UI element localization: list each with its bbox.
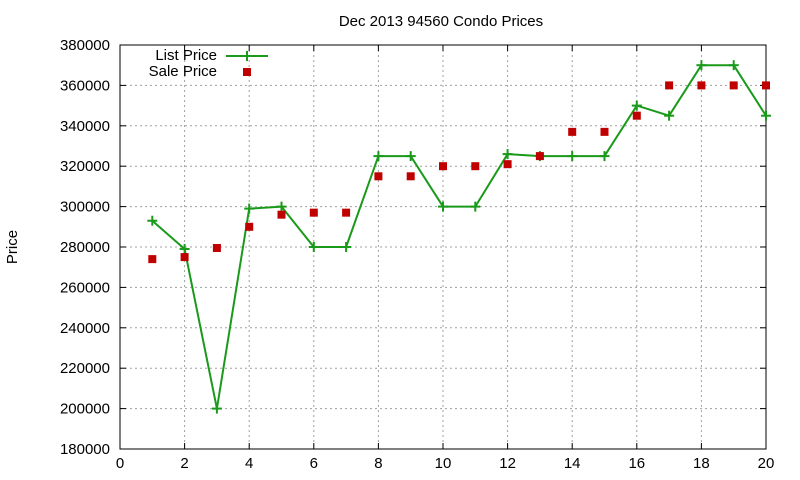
x-tick-label: 6 <box>310 455 318 472</box>
chart-title: Dec 2013 94560 Condo Prices <box>339 13 543 30</box>
y-tick-label: 260000 <box>60 279 110 296</box>
sale-price-point <box>697 81 706 90</box>
legend-label-sale-price: Sale Price <box>149 63 217 80</box>
list-price-point <box>147 215 158 226</box>
tick-marks <box>119 44 767 450</box>
list-price-point <box>696 60 707 71</box>
list-price-point <box>567 151 578 162</box>
list-price-point <box>664 110 675 121</box>
y-tick-label: 220000 <box>60 360 110 377</box>
sale-price-point <box>374 172 383 181</box>
x-tick-label: 16 <box>628 455 645 472</box>
x-tick-label: 0 <box>116 455 124 472</box>
list-price-point <box>211 403 222 414</box>
list-price-point <box>502 149 513 160</box>
y-tick-label: 240000 <box>60 320 110 337</box>
list-price-point <box>341 242 352 252</box>
list-price-point <box>179 244 190 255</box>
list-price-point <box>631 100 642 111</box>
list-price-point <box>761 110 771 121</box>
sale-price-point <box>568 127 577 136</box>
list-price-point <box>276 201 287 212</box>
sale-price-point <box>665 81 674 90</box>
series-sale-price <box>148 81 770 264</box>
sale-price-point <box>406 172 415 181</box>
sale-price-point <box>342 208 351 217</box>
sale-price-point <box>503 160 512 169</box>
list-price-point <box>373 151 384 162</box>
sale-price-point <box>245 222 254 231</box>
x-tick-label: 20 <box>758 455 775 472</box>
sale-price-point <box>309 208 318 217</box>
sale-price-point <box>471 162 480 171</box>
sale-price-point <box>180 253 189 262</box>
legend-marker-sale-price <box>243 68 251 76</box>
grid <box>120 45 766 449</box>
y-tick-label: 320000 <box>60 158 110 175</box>
list-price-point <box>599 151 610 162</box>
y-tick-label: 280000 <box>60 239 110 256</box>
x-tick-label: 2 <box>180 455 188 472</box>
sale-price-point <box>729 81 738 90</box>
y-tick-labels: 180000 200000 220000 240000 260000 280000 3000… <box>60 37 110 458</box>
x-tick-label: 12 <box>499 455 516 472</box>
x-tick-label: 10 <box>435 455 452 472</box>
y-tick-label: 380000 <box>60 37 110 54</box>
list-price-point <box>728 60 739 71</box>
list-price-point <box>405 151 416 162</box>
x-tick-label: 8 <box>374 455 382 472</box>
x-tick-label: 18 <box>693 455 710 472</box>
y-tick-label: 360000 <box>60 77 110 94</box>
sale-price-point <box>535 152 544 161</box>
sale-price-point <box>277 210 286 219</box>
legend-label-list-price: List Price <box>155 47 217 64</box>
y-tick-label: 200000 <box>60 401 110 418</box>
list-price-point <box>438 201 448 212</box>
list-price-point <box>244 203 255 214</box>
x-tick-labels: 0 2 4 6 8 10 12 14 16 18 20 <box>116 455 775 472</box>
series-layer <box>147 60 771 414</box>
sale-price-point <box>148 255 157 264</box>
legend-marker-list-price <box>242 51 252 61</box>
y-axis-label: Price <box>4 230 21 264</box>
y-tick-label: 180000 <box>60 441 110 458</box>
sale-price-point <box>762 81 770 90</box>
legend: List Price Sale Price <box>149 47 268 80</box>
x-tick-label: 14 <box>564 455 581 472</box>
sale-price-point <box>212 244 221 253</box>
list-price-point <box>470 201 481 212</box>
series-list-price <box>147 60 771 414</box>
y-tick-label: 340000 <box>60 118 110 135</box>
x-tick-label: 4 <box>245 455 253 472</box>
sale-price-point <box>600 127 609 136</box>
list-price-point <box>308 242 319 252</box>
sale-price-point <box>632 111 641 120</box>
list-price-line <box>151 64 767 410</box>
sale-price-point <box>439 162 447 171</box>
y-tick-label: 300000 <box>60 199 110 216</box>
